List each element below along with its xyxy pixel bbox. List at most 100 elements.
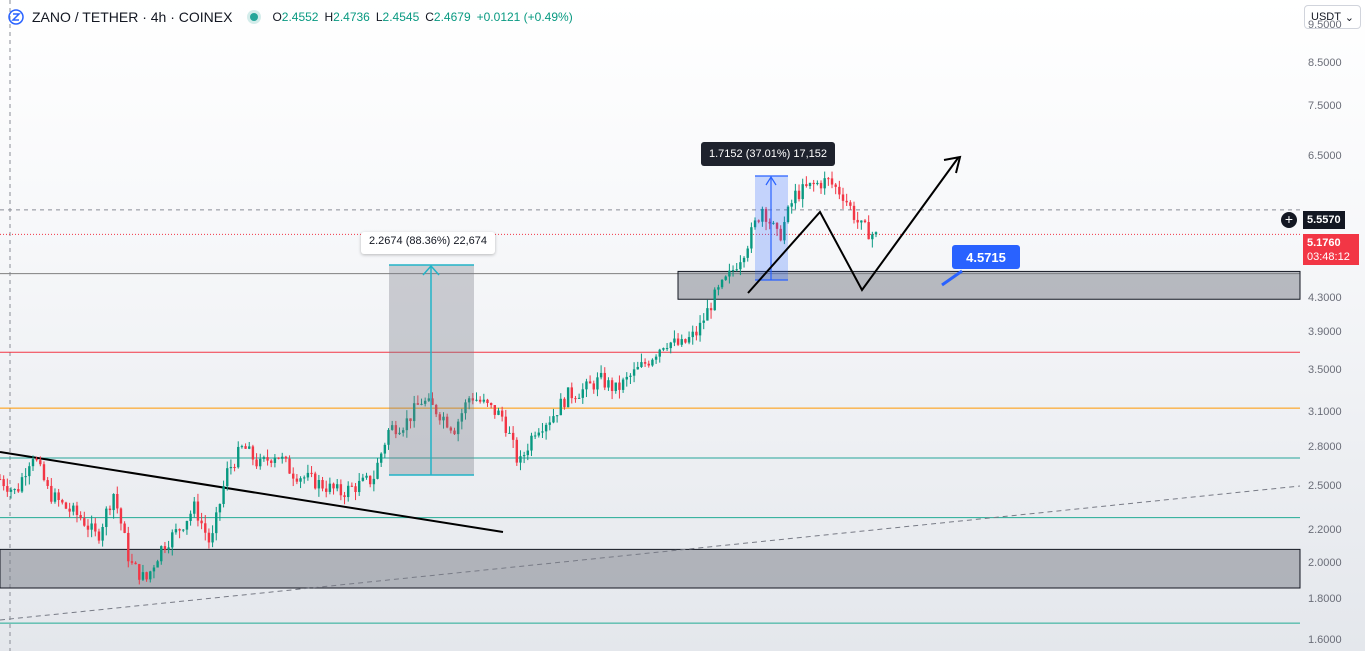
candle-body — [585, 381, 588, 390]
candle-body — [610, 380, 614, 392]
candle-body — [108, 508, 112, 511]
ohlc-low-key: L — [375, 10, 383, 24]
bar-countdown: 03:48:12 — [1303, 250, 1359, 265]
candle-body — [387, 429, 390, 445]
candle-body — [376, 462, 379, 479]
candle-body — [248, 446, 251, 449]
candle-body — [372, 478, 376, 485]
candle-body — [797, 190, 801, 200]
add-alert-icon[interactable]: + — [1281, 212, 1297, 228]
candle-body — [229, 466, 233, 469]
candle-body — [13, 489, 16, 491]
candle-body — [500, 410, 504, 417]
candle-body — [270, 460, 273, 463]
candle-body — [801, 184, 804, 200]
candle-body — [845, 200, 848, 203]
candle-body — [467, 398, 471, 403]
candle-body — [343, 495, 346, 498]
candle-body — [559, 398, 562, 416]
candle-body — [141, 572, 145, 580]
price-axis-tick: 2.2000 — [1308, 523, 1342, 536]
candle-body — [28, 466, 31, 477]
candle-body — [493, 405, 497, 415]
candle-body — [768, 221, 771, 224]
candle-body — [676, 338, 680, 345]
candle-body — [189, 513, 192, 521]
candle-body — [90, 523, 93, 530]
price-axis-tick: 2.0000 — [1308, 556, 1342, 569]
currency-label: USDT — [1311, 11, 1341, 23]
candle-body — [812, 182, 815, 185]
candle-body — [390, 425, 394, 430]
candle-body — [588, 381, 592, 384]
candle-body — [196, 501, 200, 521]
candle-body — [460, 413, 464, 422]
candle-body — [830, 178, 834, 185]
candle-body — [251, 446, 255, 460]
candle-body — [632, 369, 636, 376]
candle-body — [145, 572, 148, 580]
zano-logo-icon — [8, 9, 24, 25]
candle-body — [449, 427, 453, 431]
candle-body — [262, 457, 266, 459]
currency-select[interactable]: USDT ⌄ — [1304, 5, 1361, 29]
candle-body — [310, 472, 313, 474]
price-callout[interactable]: 4.5715 — [952, 245, 1020, 269]
candle-body — [596, 377, 599, 390]
symbol-header: ZANO / TETHER · 4h · COINEX O2.4552 H2.4… — [8, 8, 573, 26]
ohlc-open-value: 2.4552 — [281, 10, 319, 24]
candle-body — [805, 184, 808, 187]
candle-body — [823, 178, 826, 189]
candle-body — [643, 362, 647, 364]
candle-body — [222, 486, 225, 505]
candle-body — [728, 270, 731, 277]
candle-body — [35, 459, 38, 461]
candle-body — [178, 529, 181, 531]
candle-body — [2, 479, 5, 487]
candle-body — [134, 562, 137, 565]
measure-arrowhead-left — [422, 264, 440, 276]
candle-body — [779, 228, 782, 241]
candle-body — [654, 356, 658, 360]
candle-body — [566, 387, 570, 408]
price-axis-tick: 4.3000 — [1308, 292, 1342, 305]
symbol-title[interactable]: ZANO / TETHER · 4h · COINEX — [32, 9, 233, 25]
market-open-icon — [250, 13, 259, 21]
candle-body — [101, 527, 104, 541]
candle-body — [599, 372, 603, 378]
candle-body — [50, 485, 53, 502]
candle-body — [555, 415, 559, 417]
candle-body — [563, 398, 566, 408]
candle-body — [636, 366, 639, 370]
candle-body — [438, 414, 442, 421]
candle-body — [442, 416, 445, 421]
candle-body — [61, 499, 64, 503]
ohlc-low-value: 2.4545 — [382, 10, 420, 24]
projection-arrowhead — [943, 155, 962, 174]
candle-body — [698, 322, 702, 336]
candle-body — [409, 418, 412, 422]
candle-body — [401, 430, 405, 433]
measure-label-right[interactable]: 1.7152 (37.01%) 17,152 — [701, 142, 836, 166]
candle-body — [31, 459, 35, 467]
candle-body — [277, 457, 280, 459]
price-axis-tick: 6.5000 — [1308, 149, 1342, 162]
candle-body — [138, 564, 141, 580]
candle-body — [746, 248, 749, 258]
candle-body — [394, 425, 398, 435]
candle-body — [57, 492, 60, 500]
candle-body — [383, 444, 387, 454]
price-axis-tick: 3.1000 — [1308, 405, 1342, 418]
candle-body — [255, 459, 258, 467]
candle-body — [266, 457, 269, 461]
candle-body — [431, 398, 434, 405]
measure-label-left[interactable]: 2.2674 (88.36%) 22,674 — [361, 232, 496, 254]
candle-body — [163, 546, 167, 550]
candle-body — [116, 493, 119, 509]
candle-body — [75, 505, 79, 516]
candle-body — [511, 432, 515, 440]
candle-body — [515, 439, 519, 463]
candle-body — [533, 435, 537, 437]
candle-body — [526, 450, 529, 456]
